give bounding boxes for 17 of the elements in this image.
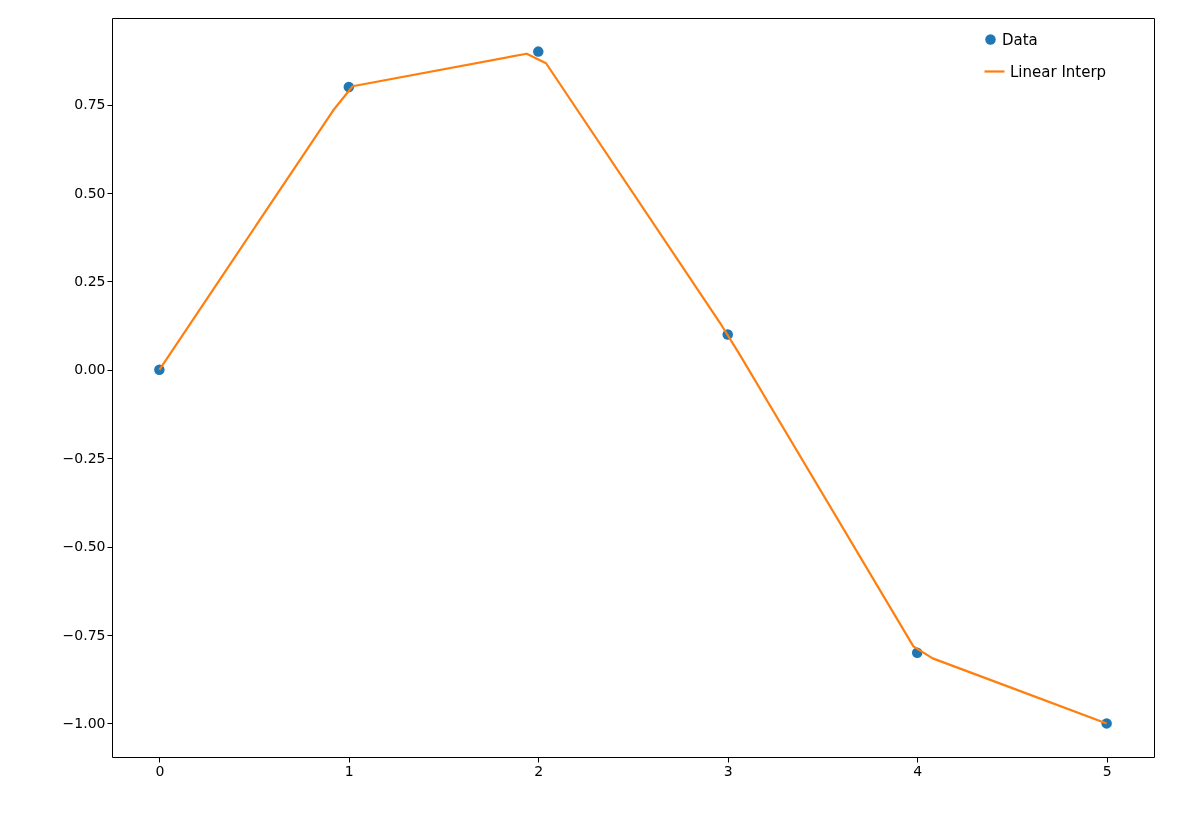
x-tick-label: 5 — [1102, 762, 1112, 779]
x-tick-label: 2 — [534, 762, 544, 779]
y-tick-label: −0.50 — [62, 538, 106, 555]
x-tick-label: 0 — [155, 762, 165, 779]
y-tick-label: 0.75 — [74, 96, 106, 113]
y-tick-label: −1.00 — [62, 714, 106, 731]
legend-label: Data — [1002, 30, 1038, 49]
x-tick-label: 3 — [723, 762, 733, 779]
y-tick-label: −0.75 — [62, 626, 106, 643]
point — [533, 46, 544, 57]
x-tick-label: 1 — [344, 762, 354, 779]
y-tick-label: 0.00 — [74, 361, 106, 378]
x-tick-label: 4 — [913, 762, 923, 779]
y-tick-label: −0.25 — [62, 449, 106, 466]
legend-label: Linear Interp — [1010, 62, 1107, 81]
y-tick-label: 0.50 — [74, 184, 106, 201]
y-tick-label: 0.25 — [74, 272, 106, 289]
